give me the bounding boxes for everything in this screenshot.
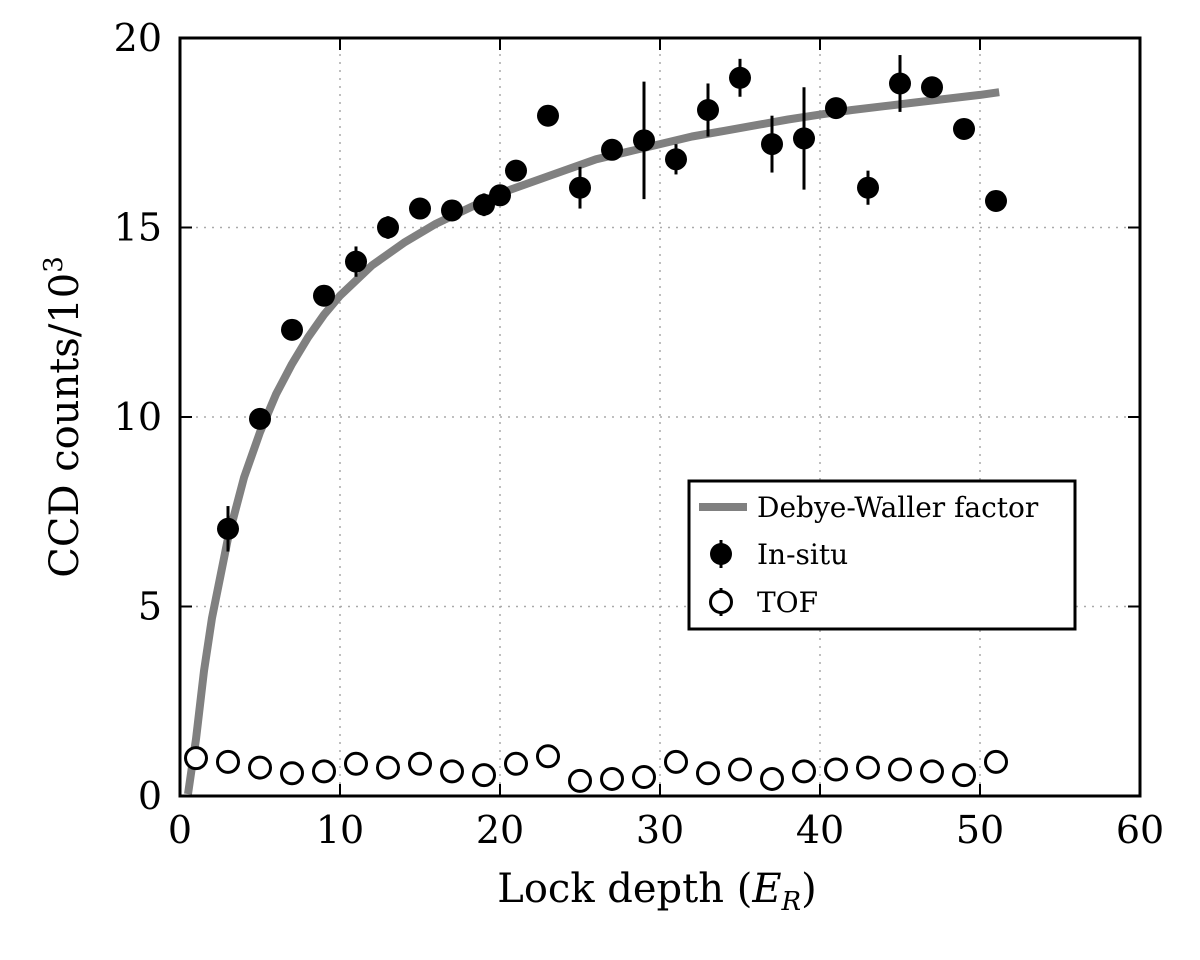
y-axis-label-text: CCD counts/10: [42, 273, 88, 578]
legend-swatch-in-situ: [710, 543, 732, 565]
tof-point: [760, 766, 784, 791]
in-situ-point: [889, 72, 911, 95]
in-situ-point: [441, 199, 463, 222]
tof-point: [600, 766, 624, 791]
x-tick-label: 10: [316, 808, 364, 852]
tof-point: [984, 749, 1008, 774]
in-situ-point: [729, 66, 751, 89]
tof-point: [856, 755, 880, 780]
in-situ-point: [537, 104, 559, 127]
tof-point: [632, 765, 656, 790]
tof-point: [216, 749, 240, 774]
in-situ-point: [345, 250, 367, 273]
x-tick-label: 20: [476, 808, 524, 852]
tof-point: [536, 744, 560, 769]
in-situ-point: [249, 407, 271, 430]
x-axis-label-sub: R: [781, 887, 802, 917]
ticks: [179, 37, 1141, 797]
legend-swatch-tof: [709, 590, 733, 614]
in-situ-point: [505, 159, 527, 182]
y-tick-label: 5: [138, 585, 162, 629]
x-tick-label: 0: [168, 808, 192, 852]
tof-point: [728, 757, 752, 782]
series-layer: [184, 55, 1008, 795]
in-situ-point: [409, 197, 431, 220]
in-situ-point: [601, 138, 623, 161]
legend-label-in-situ: In-situ: [757, 538, 848, 571]
tof-point: [344, 751, 368, 776]
legend-label-debye-waller: Debye-Waller factor: [757, 491, 1039, 524]
tof-point: [376, 755, 400, 780]
in-situ-point: [473, 193, 495, 216]
x-tick-label: 30: [636, 808, 684, 852]
y-tick-label: 0: [138, 774, 162, 818]
x-axis-label-var: E: [751, 866, 781, 912]
tof-point: [504, 751, 528, 776]
x-axis-label: Lock depth (ER): [497, 866, 816, 917]
tof-point: [184, 746, 208, 771]
x-tick-label: 40: [796, 808, 844, 852]
in-situ-point: [281, 318, 303, 341]
tick-labels: 0 10 20 30 40 50 60 0 5 10 15 20: [114, 16, 1165, 852]
y-tick-label: 20: [114, 16, 162, 60]
x-axis-label-text: Lock depth (: [497, 866, 752, 912]
in-situ-point: [217, 517, 239, 540]
in-situ-point: [761, 133, 783, 156]
tof-point: [888, 757, 912, 782]
tof-point: [312, 759, 336, 784]
y-tick-label: 10: [114, 395, 162, 439]
y-axis-label-sup: 3: [39, 256, 69, 273]
in-situ-point: [985, 189, 1007, 212]
tof-point: [472, 763, 496, 788]
in-situ-point: [793, 127, 815, 150]
tof-point: [280, 761, 304, 786]
y-tick-label: 15: [114, 206, 162, 250]
in-situ-point: [825, 97, 847, 120]
in-situ-point: [489, 184, 511, 207]
tof-point: [952, 763, 976, 788]
x-tick-label: 50: [956, 808, 1004, 852]
tof-point: [568, 768, 592, 793]
tof-point: [248, 755, 272, 780]
in-situ-point: [921, 76, 943, 99]
legend-box: [687, 479, 1077, 631]
x-tick-label: 60: [1116, 808, 1164, 852]
legend: Debye-Waller factor In-situ TOF: [687, 479, 1077, 631]
in-situ-point: [569, 176, 591, 199]
tof-point: [792, 759, 816, 784]
in-situ-point: [633, 129, 655, 152]
legend-label-tof: TOF: [757, 586, 818, 619]
tof-point: [408, 751, 432, 776]
y-axis-label: CCD counts/103: [39, 256, 88, 578]
in-situ-point: [377, 216, 399, 239]
tof-point: [824, 757, 848, 782]
in-situ-point: [665, 148, 687, 171]
tof-point: [696, 761, 720, 786]
x-axis-label-close: ): [801, 866, 817, 912]
in-situ-point: [953, 117, 975, 140]
in-situ-point: [697, 99, 719, 122]
in-situ-point: [857, 176, 879, 199]
in-situ-point: [313, 284, 335, 307]
tof-point: [664, 749, 688, 774]
tof-point: [440, 759, 464, 784]
tof-point: [920, 759, 944, 784]
